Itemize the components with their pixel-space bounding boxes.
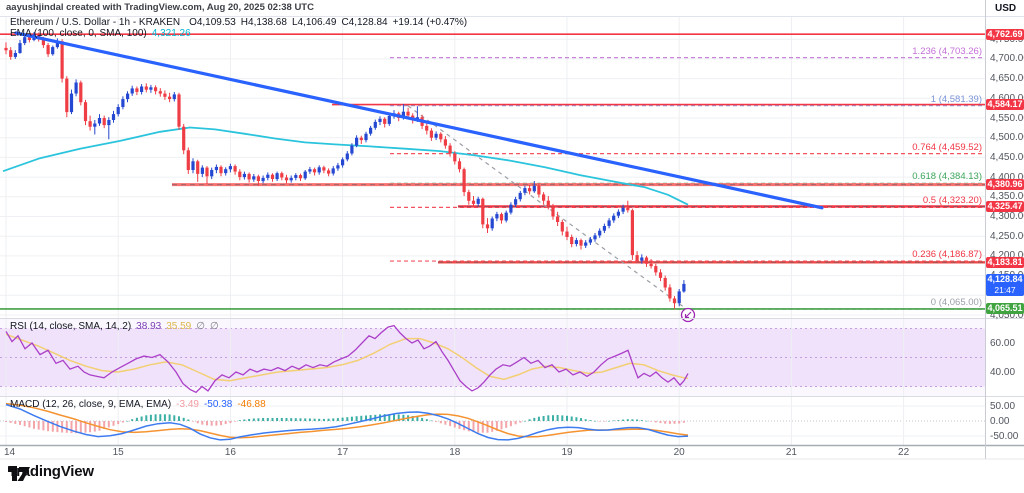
rsi-band-value-1: ∅ xyxy=(196,321,205,332)
price-gridlines xyxy=(0,38,985,316)
fib-anchor-icon[interactable] xyxy=(680,307,696,323)
rsi-value: 38.93 xyxy=(136,321,162,332)
candlestick-series xyxy=(4,32,686,309)
macd-legend-label: MACD (12, 26, close, 9, EMA, EMA) xyxy=(10,399,172,410)
symbol-title: Ethereum / U.S. Dollar - 1h - KRAKEN xyxy=(10,17,181,28)
price-axis[interactable]: USD xyxy=(985,0,1024,458)
rsi-legend-label: RSI (14, close, SMA, 14, 2) xyxy=(10,321,132,332)
ema-legend-label: EMA (100, close, 0, SMA, 100) xyxy=(10,28,147,39)
macd-signal-value: -46.88 xyxy=(237,399,266,410)
ohlc-open: O4,109.53 xyxy=(189,17,236,28)
rsi-legend[interactable]: RSI (14, close, SMA, 14, 2) 38.93 35.59 … xyxy=(10,321,219,332)
ohlc-change: +19.14 (+0.47%) xyxy=(392,17,468,28)
tradingview-logo[interactable]: TradingView xyxy=(8,463,94,481)
rsi-sma-value: 35.59 xyxy=(166,321,192,332)
pane-borders xyxy=(0,0,1024,460)
time-axis[interactable] xyxy=(0,446,985,459)
fib-baseline-trendline[interactable] xyxy=(407,105,687,310)
rsi-line[interactable] xyxy=(5,324,689,394)
descending-trendline[interactable] xyxy=(14,31,824,210)
ohlc-close: C4,128.84 xyxy=(341,17,388,28)
currency-label: USD xyxy=(995,3,1017,14)
macd-line-value: -50.38 xyxy=(203,399,233,410)
macd-histogram xyxy=(5,414,685,434)
attribution-text: aayushjindal created with TradingView.co… xyxy=(6,2,314,13)
macd-main-line[interactable] xyxy=(5,403,689,441)
ema-legend[interactable]: EMA (100, close, 0, SMA, 100) 4,321.26 xyxy=(10,28,191,39)
ema-100-line[interactable] xyxy=(2,126,689,206)
ohlc-low: L4,106.49 xyxy=(291,17,337,28)
macd-signal-line[interactable] xyxy=(5,402,689,439)
macd-legend[interactable]: MACD (12, 26, close, 9, EMA, EMA) -3.49 … xyxy=(10,399,266,410)
rsi-band-value-2: ∅ xyxy=(209,321,219,332)
ohlc-high: H4,138.68 xyxy=(240,17,287,28)
tradingview-logo-icon xyxy=(8,467,30,481)
macd-hist-value: -3.49 xyxy=(176,399,199,410)
support-resistance-lines[interactable] xyxy=(0,33,985,310)
symbol-legend[interactable]: Ethereum / U.S. Dollar - 1h - KRAKEN O4,… xyxy=(10,17,467,28)
ema-legend-value: 4,321.26 xyxy=(151,28,191,39)
